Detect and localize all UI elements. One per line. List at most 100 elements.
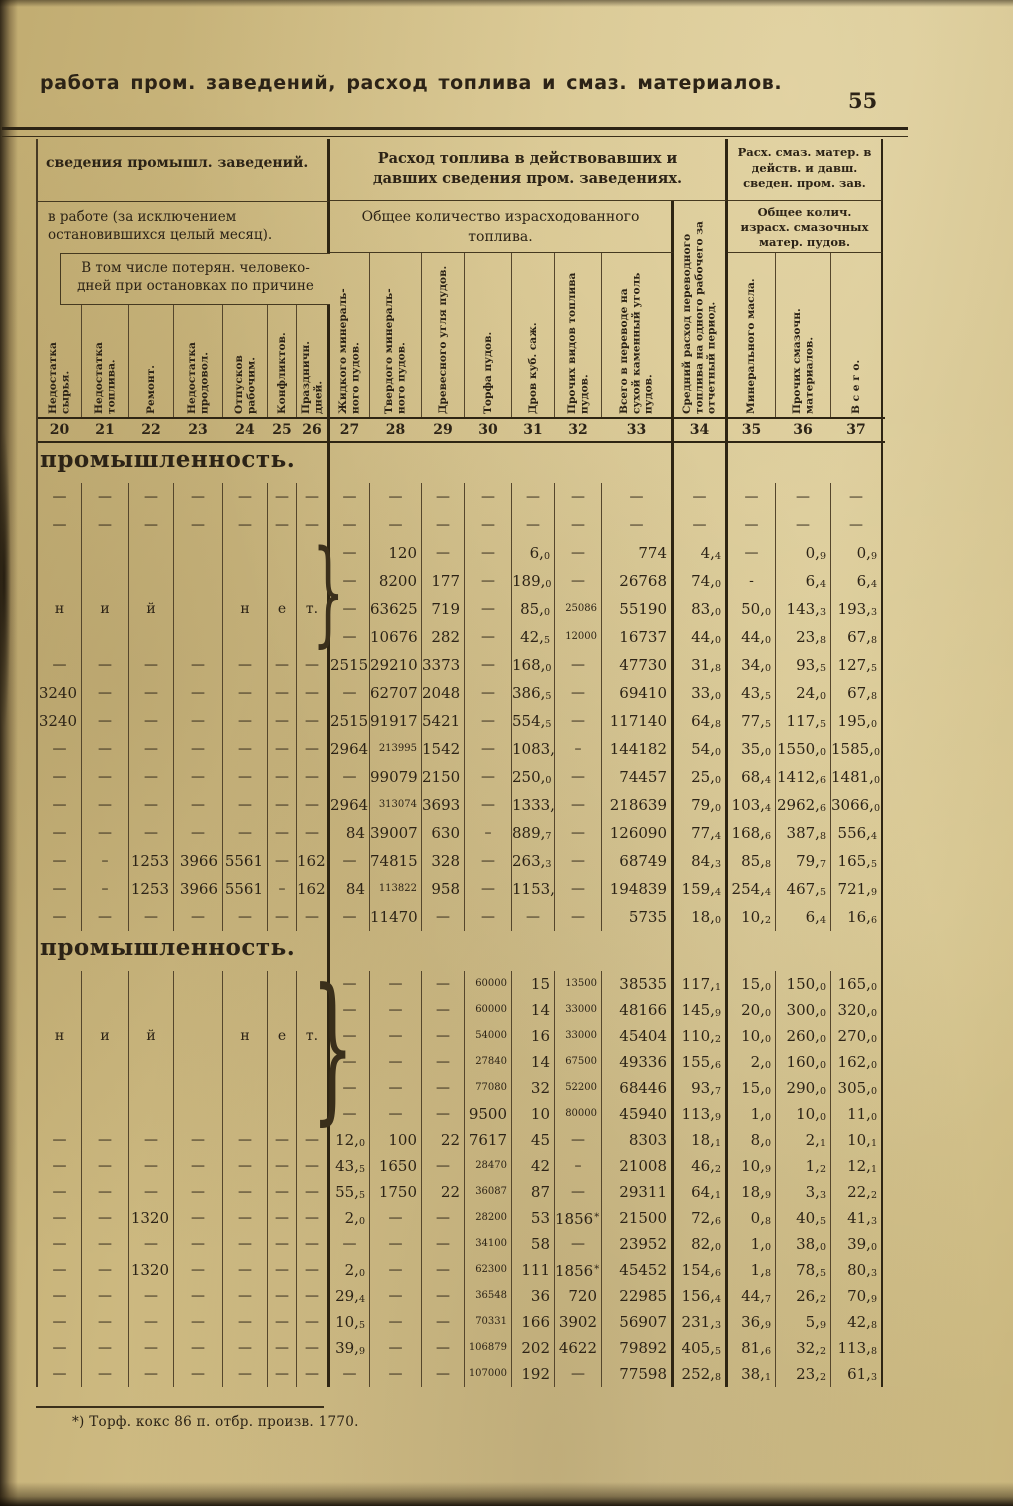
table-cell: 282: [422, 623, 465, 651]
table-cell: —: [370, 1335, 422, 1361]
table-row: — — — — — — — — — —107000 192—77598 252,8 38,1 23,2 61…: [38, 1361, 885, 1387]
table-cell: –: [82, 847, 129, 875]
table-cell: —: [370, 511, 422, 539]
table-cell: [82, 1049, 129, 1075]
table-cell: 1481,0: [831, 763, 883, 791]
table-row: — — —9500 10 80000 45940 113,9 1,0 10,0 11,0: [38, 1101, 885, 1127]
table-cell: —: [129, 1283, 174, 1309]
header-group-lube: Расх. смаз. матер. в действ. и давш. све…: [728, 139, 883, 417]
table-cell: [297, 997, 330, 1023]
table-header: сведения промышл. заведений. в работе (з…: [38, 139, 885, 417]
table-cell: н: [38, 595, 82, 623]
group-fuel-title: Расход топлива в действовавших и давших …: [330, 139, 728, 201]
table-cell: —: [82, 483, 129, 511]
table-cell: 77,5: [728, 707, 776, 735]
table-cell: 2150: [422, 763, 465, 791]
table-cell: —: [297, 763, 330, 791]
table-row: — —1320— — — —2,0— —28200 53 1856* 21500 72,6 0,8 4…: [38, 1205, 885, 1231]
table-cell: —: [129, 1179, 174, 1205]
column-number: 28: [385, 422, 406, 438]
table-cell: [82, 539, 129, 567]
table-cell: [38, 1049, 82, 1075]
table-cell: 194839: [602, 875, 674, 903]
table-cell: —: [297, 1335, 330, 1361]
table-cell: [82, 1101, 129, 1127]
table-cell: 774: [602, 539, 674, 567]
table-cell: 254,4: [728, 875, 776, 903]
header-group-info: сведения промышл. заведений. в работе (з…: [38, 139, 330, 417]
table-cell: 719: [422, 595, 465, 623]
table-cell: —: [831, 511, 883, 539]
column-header-21: Недостатка топлива.: [92, 342, 117, 414]
table-cell: —: [268, 1283, 297, 1309]
table-cell: —: [465, 651, 512, 679]
table-cell: —: [465, 875, 512, 903]
table-row: ———————29643130743693—1333,0—21863979,01…: [38, 791, 885, 819]
table-cell: [82, 623, 129, 651]
heading-spacer: [674, 931, 728, 971]
table-cell: 3966: [174, 847, 223, 875]
column-header-35: Минерального масла.: [745, 278, 758, 414]
table-cell: 39007: [370, 819, 422, 847]
table-cell: 99079: [370, 763, 422, 791]
table-cell: 150,0: [776, 971, 831, 997]
table-cell: —: [422, 1075, 465, 1101]
table-cell: —: [38, 1231, 82, 1257]
table-cell: 168,6: [728, 819, 776, 847]
table-cell: 61,3: [831, 1361, 883, 1387]
column-number: 29: [433, 422, 453, 438]
table-cell: —: [268, 511, 297, 539]
table-cell: 3240: [38, 679, 82, 707]
table-cell: —: [129, 483, 174, 511]
table-cell: —: [512, 483, 555, 511]
table-cell: 67,8: [831, 623, 883, 651]
table-cell: 79892: [602, 1335, 674, 1361]
table-row: — — — — — — —12,0 100 22 7617 45—8303 18,1 8,0 2,1 10,…: [38, 1127, 885, 1153]
table-cell: 29210: [370, 651, 422, 679]
table-cell: 31,8: [674, 651, 728, 679]
table-cell: 91917: [370, 707, 422, 735]
column-header-30: Торфа пудов.: [481, 331, 494, 414]
table-cell: —: [512, 511, 555, 539]
table-cell: —: [129, 1335, 174, 1361]
vertical-header-average: Средний расход переводного топлива на од…: [674, 201, 728, 417]
table-cell: [223, 997, 268, 1023]
table-cell: —: [38, 763, 82, 791]
table-cell: 1153,0: [512, 875, 555, 903]
table-cell: 1,0: [728, 1231, 776, 1257]
table-cell: —: [174, 735, 223, 763]
table-cell: 10,9: [728, 1153, 776, 1179]
page-number: 55: [848, 88, 878, 113]
column-numbers-row: 20 21 22 23 24 25 26 27 28 29 30 31 32 33 34 35 36 37: [38, 417, 885, 443]
table-cell: 159,4: [674, 875, 728, 903]
table-cell: 177: [422, 567, 465, 595]
table-cell: 328: [422, 847, 465, 875]
table-cell: —: [555, 1127, 602, 1153]
table-cell: е: [268, 1023, 297, 1049]
table-cell: —: [38, 1361, 82, 1387]
table-cell: 10,2: [728, 903, 776, 931]
table-cell: 14: [512, 997, 555, 1023]
table-cell: 192: [512, 1361, 555, 1387]
table-cell: 23952: [602, 1231, 674, 1257]
table-cell: 889,7: [512, 819, 555, 847]
table-cell: —: [129, 1309, 174, 1335]
table-cell: 15,0: [728, 971, 776, 997]
table-cell: 260,0: [776, 1023, 831, 1049]
table-cell: 2515: [330, 651, 370, 679]
table-cell: —: [465, 735, 512, 763]
table-cell: 145,9: [674, 997, 728, 1023]
table-cell: 47730: [602, 651, 674, 679]
table-cell: [82, 567, 129, 595]
table-cell: –: [465, 819, 512, 847]
table-cell: 1856*: [555, 1205, 602, 1231]
table-cell: 36087: [465, 1179, 512, 1205]
table-cell: [38, 623, 82, 651]
table-cell: —: [223, 651, 268, 679]
table-cell: —: [38, 847, 82, 875]
table-cell: 84,3: [674, 847, 728, 875]
table-cell: —: [297, 707, 330, 735]
table-cell: 5561: [223, 875, 268, 903]
table-cell: 250,0: [512, 763, 555, 791]
table-cell: 68446: [602, 1075, 674, 1101]
